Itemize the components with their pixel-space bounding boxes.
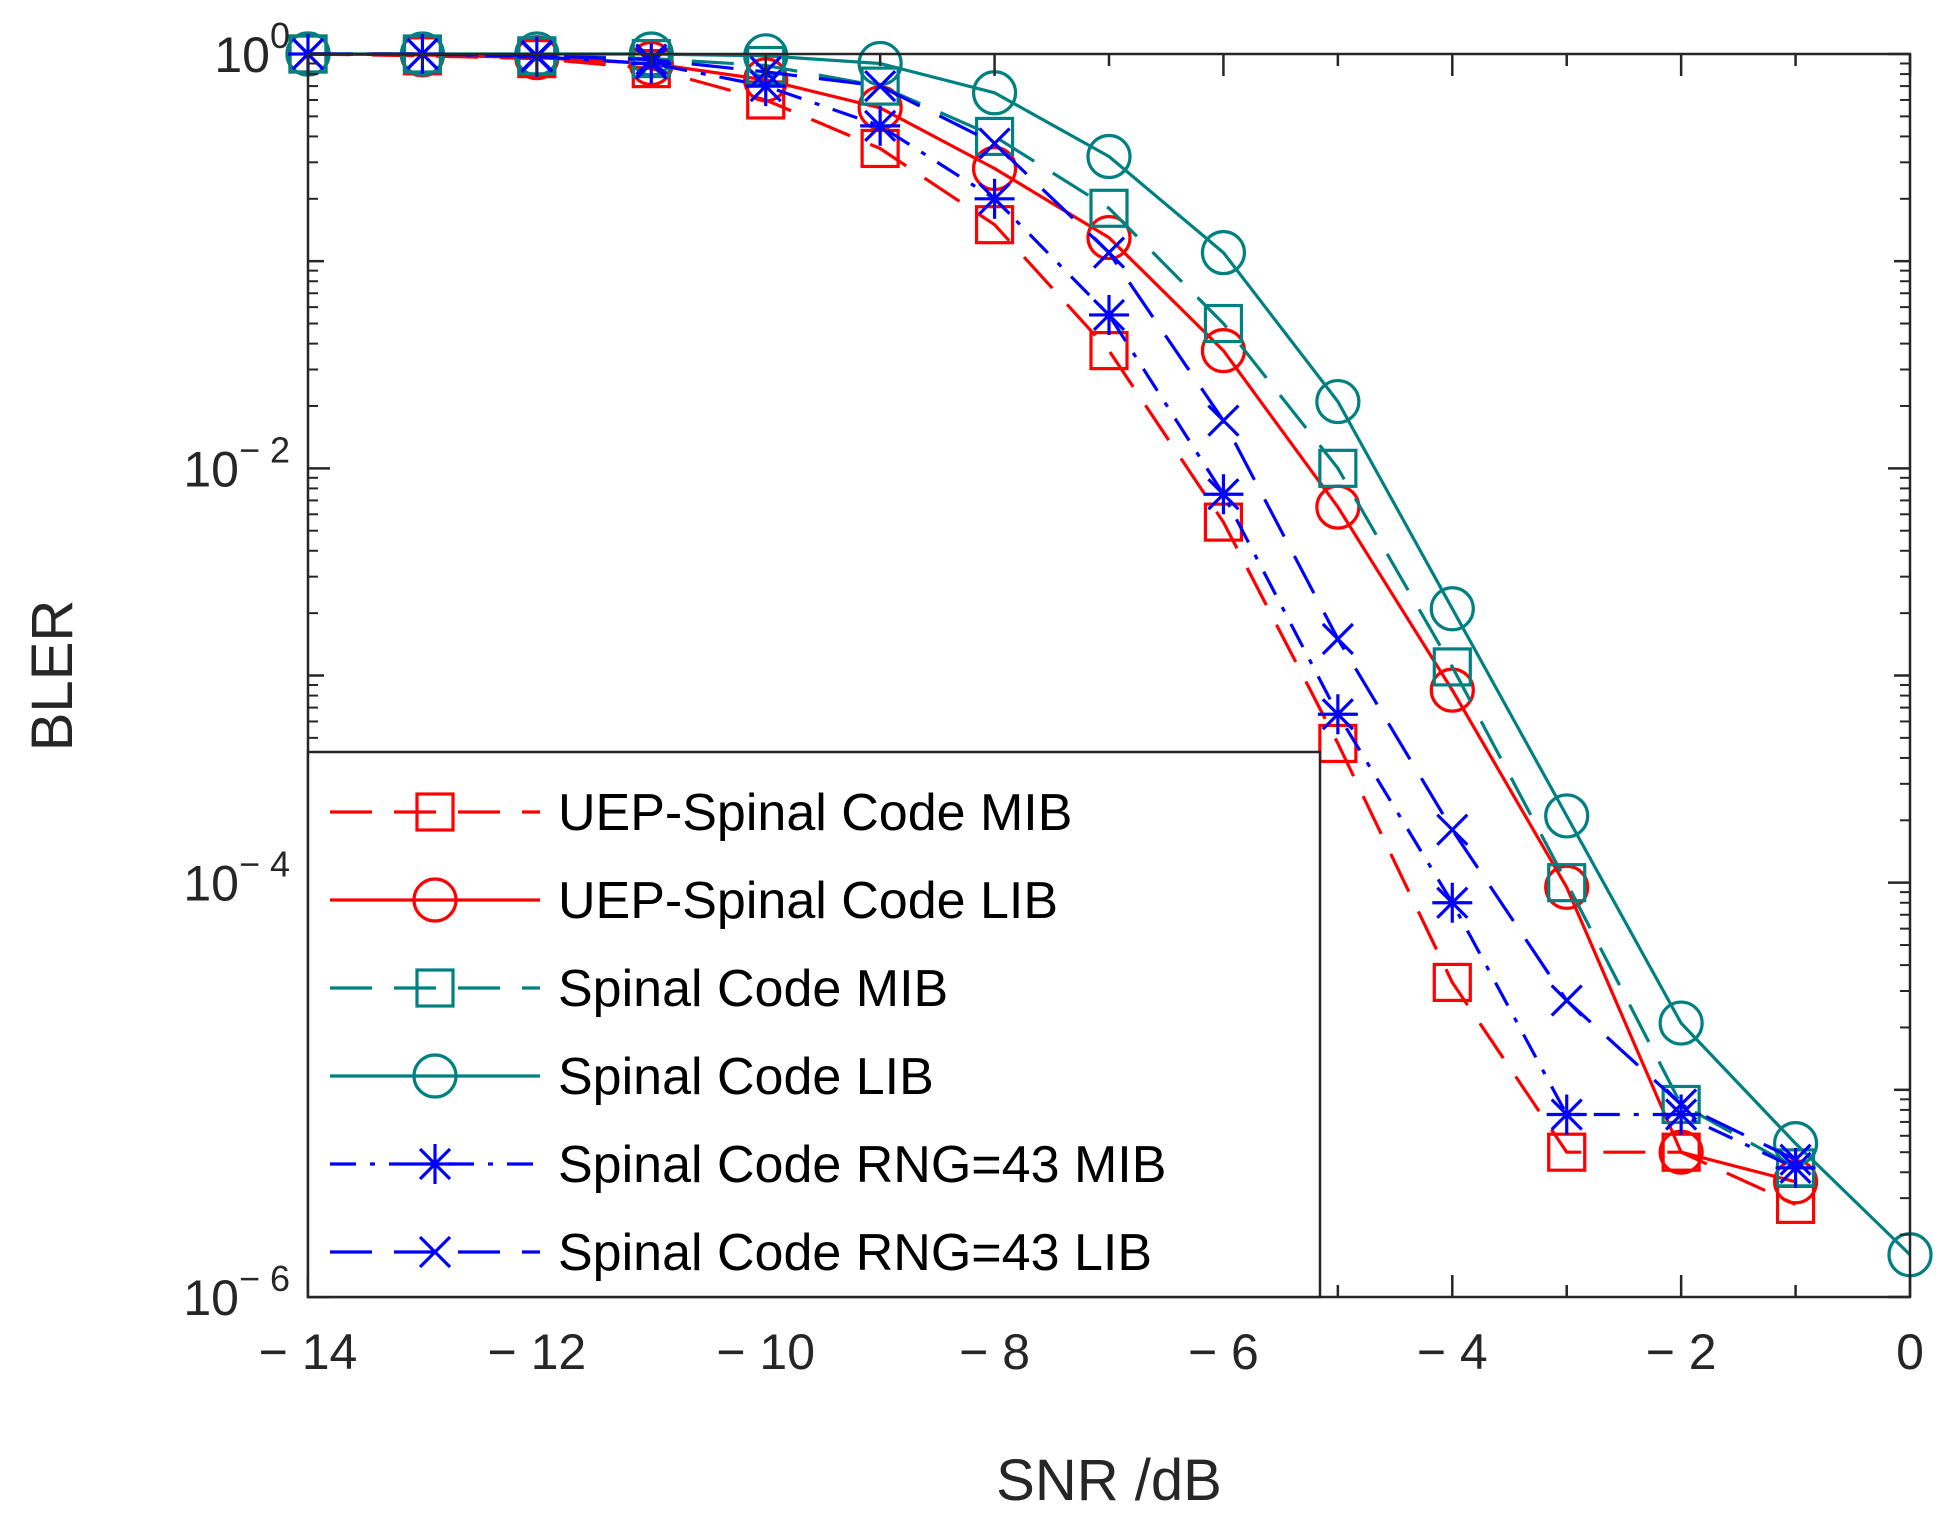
y-tick-label: 10− 6	[183, 1258, 290, 1326]
data-point-uep-spinal-code-mib	[1432, 962, 1472, 1003]
data-point-uep-spinal-code-lib	[628, 40, 674, 87]
data-point-uep-spinal-code-lib	[1544, 864, 1590, 910]
data-point-spinal-code-mib	[860, 66, 900, 106]
data-point-spinal-code-rng-43-lib	[1436, 813, 1469, 846]
data-point-spinal-code-rng-43-mib	[1089, 294, 1129, 335]
legend-marker-sample	[415, 1144, 455, 1184]
y-tick-base: 10	[183, 1270, 239, 1326]
legend-box	[306, 750, 1322, 1299]
x-tick-label: − 8	[959, 1324, 1030, 1380]
data-point-spinal-code-lib	[1086, 133, 1132, 180]
x-axis-title: SNR /dB	[996, 1448, 1222, 1513]
x-tick-label: − 2	[1646, 1324, 1717, 1380]
legend-entry-uep-spinal-code-lib: UEP-Spinal Code LIB	[330, 872, 1058, 930]
data-point-spinal-code-rng-43-mib	[974, 178, 1015, 219]
data-point-spinal-code-rng-43-mib	[1546, 1094, 1587, 1135]
legend-entry-spinal-code-rng-43-lib: Spinal Code RNG=43 LIB	[330, 1224, 1152, 1282]
legend-label: UEP-Spinal Code MIB	[558, 784, 1072, 842]
legend-entry-uep-spinal-code-mib: UEP-Spinal Code MIB	[330, 784, 1072, 842]
data-point-spinal-code-rng-43-lib	[1665, 1088, 1698, 1121]
data-point-spinal-code-lib	[1200, 229, 1247, 276]
data-point-spinal-code-rng-43-mib	[860, 105, 901, 146]
x-tick-label: − 12	[487, 1324, 586, 1380]
legend-label: Spinal Code MIB	[558, 960, 948, 1018]
x-tick-label: − 14	[259, 1324, 358, 1380]
data-point-spinal-code-rng-43-lib	[864, 69, 897, 103]
legend-marker-sample	[412, 1053, 458, 1099]
legend-entry-spinal-code-rng-43-mib: Spinal Code RNG=43 MIB	[330, 1136, 1166, 1194]
data-point-spinal-code-rng-43-lib	[1321, 622, 1354, 656]
legend-marker-sample	[415, 792, 455, 832]
legend-marker-sample	[418, 1235, 452, 1269]
legend-entry-spinal-code-lib: Spinal Code LIB	[330, 1048, 934, 1106]
legend-label: UEP-Spinal Code LIB	[558, 872, 1058, 930]
legend-label: Spinal Code LIB	[558, 1048, 934, 1106]
data-point-spinal-code-lib	[1315, 378, 1361, 425]
series-line-spinal-code-rng-43-lib	[308, 52, 1797, 1162]
series-line-uep-spinal-code-mib	[307, 52, 1797, 1206]
data-point-spinal-code-rng-43-lib	[1779, 1143, 1812, 1176]
x-tick-label: − 10	[716, 1324, 815, 1380]
legend-label: Spinal Code RNG=43 MIB	[558, 1136, 1166, 1194]
data-point-spinal-code-rng-43-mib	[1317, 694, 1358, 735]
legend-marker-sample	[415, 968, 455, 1008]
data-point-spinal-code-rng-43-lib	[1207, 404, 1240, 437]
y-tick-exponent: − 6	[239, 1258, 290, 1299]
data-point-spinal-code-rng-43-mib	[1432, 882, 1473, 923]
data-point-spinal-code-mib	[1089, 188, 1129, 228]
data-point-spinal-code-rng-43-mib	[1203, 474, 1244, 515]
y-tick-exponent: − 4	[239, 844, 290, 885]
data-point-spinal-code-mib	[974, 116, 1015, 157]
y-tick-label: 10− 4	[183, 844, 290, 912]
legend-label: Spinal Code RNG=43 LIB	[558, 1224, 1152, 1282]
data-point-spinal-code-rng-43-lib	[1550, 984, 1583, 1017]
legend-marker-sample	[412, 877, 458, 923]
data-point-spinal-code-lib	[1544, 793, 1590, 839]
x-tick-label: 0	[1896, 1324, 1924, 1380]
x-tick-label: − 4	[1417, 1324, 1488, 1380]
data-point-spinal-code-mib	[1203, 303, 1244, 344]
y-tick-base: 10	[214, 27, 270, 83]
data-point-uep-spinal-code-lib	[1086, 214, 1132, 261]
data-point-spinal-code-mib	[1547, 863, 1587, 903]
y-axis-title: BLER	[20, 600, 85, 752]
data-point-spinal-code-rng-43-lib	[1092, 236, 1126, 269]
data-point-spinal-code-mib	[1432, 647, 1472, 687]
y-tick-base: 10	[183, 441, 239, 497]
legend-entry-spinal-code-mib: Spinal Code MIB	[330, 960, 948, 1018]
data-point-spinal-code-rng-43-lib	[978, 127, 1011, 160]
data-point-spinal-code-rng-43-mib	[1775, 1147, 1816, 1188]
y-tick-exponent: − 2	[239, 429, 290, 470]
legend: UEP-Spinal Code MIB UEP-Spinal Code LIB Sp…	[306, 750, 1322, 1299]
y-tick-exponent: 0	[270, 15, 290, 56]
y-tick-label: 100	[214, 15, 290, 83]
data-point-spinal-code-lib	[1658, 1000, 1704, 1046]
series-line-spinal-code-mib	[308, 52, 1797, 1170]
x-tick-label: − 6	[1188, 1324, 1259, 1380]
data-point-spinal-code-lib	[1429, 586, 1475, 632]
y-tick-label: 10− 2	[183, 429, 290, 497]
data-point-spinal-code-rng-43-mib	[1661, 1094, 1702, 1135]
series-layer	[285, 31, 1933, 1278]
data-point-spinal-code-mib	[1318, 448, 1358, 488]
y-tick-base: 10	[183, 856, 239, 912]
